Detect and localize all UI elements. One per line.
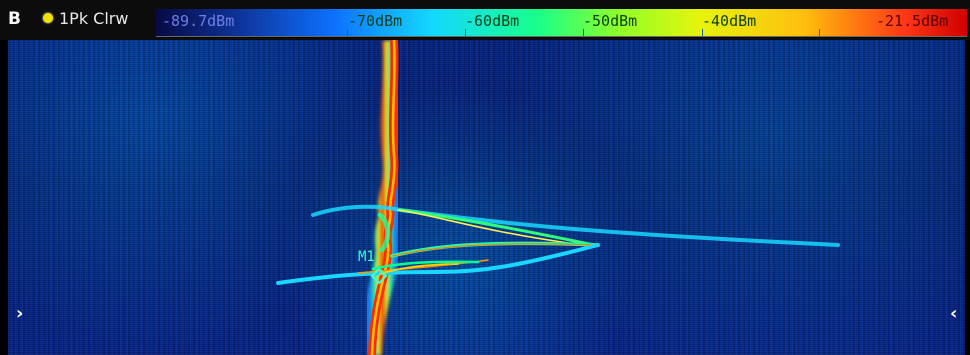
trace-id-label[interactable]: B (8, 9, 21, 29)
waterfall-signal-trace: M1 (276, 40, 840, 355)
colorbar-label-min: -89.7dBm (162, 12, 235, 30)
trace-indicator-icon (43, 13, 53, 23)
marker-m1-label: M1 (358, 249, 375, 265)
waterfall-display[interactable]: M1 › ‹ (8, 40, 965, 355)
colorbar-label-max: -21.5dBm (876, 12, 949, 30)
waterfall-noise-background (8, 40, 965, 355)
colorbar-label-50: -50dBm (583, 12, 638, 30)
right-scroll-indicator-icon[interactable]: ‹ (950, 303, 958, 324)
trace-header: B 1Pk Clrw -89.7dBm -70dBm -60dBm -50dBm… (0, 0, 970, 40)
power-colorbar: -89.7dBm -70dBm -60dBm -50dBm -40dBm -21… (156, 9, 967, 37)
marker-m1[interactable]: M1 (358, 249, 388, 285)
left-scroll-indicator-icon[interactable]: › (16, 303, 24, 324)
colorbar-label-70: -70dBm (348, 12, 403, 30)
colorbar-label-40: -40dBm (702, 12, 757, 30)
trace-mode-label[interactable]: 1Pk Clrw (59, 9, 129, 28)
colorbar-label-60: -60dBm (465, 12, 520, 30)
